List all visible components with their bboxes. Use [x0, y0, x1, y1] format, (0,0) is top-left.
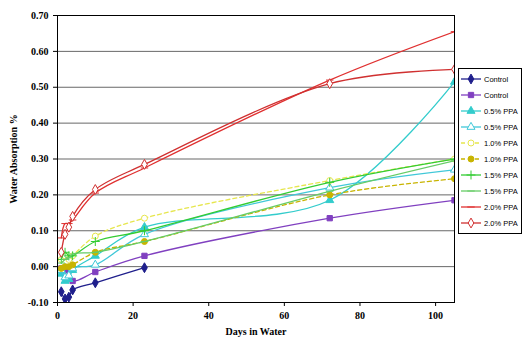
svg-text:100: 100: [428, 310, 443, 321]
html-text:2.0% PPA: 2.0% PPA: [484, 218, 518, 228]
svg-text:Water Absorption %: Water Absorption %: [8, 114, 19, 203]
html-text:1.5% PPA: 1.5% PPA: [484, 170, 518, 180]
html-text:0.5% PPA: 0.5% PPA: [484, 122, 518, 132]
html-text:1.5% PPA: 1.5% PPA: [484, 186, 518, 196]
svg-text:0.30: 0.30: [31, 153, 49, 164]
svg-text:0.00: 0.00: [31, 261, 49, 272]
html-text:Control: Control: [484, 90, 509, 100]
svg-text:60: 60: [279, 310, 289, 321]
html-text:1.0% PPA: 1.0% PPA: [484, 154, 518, 164]
svg-text:0.40: 0.40: [31, 117, 49, 128]
svg-text:40: 40: [204, 310, 214, 321]
svg-text:0.60: 0.60: [31, 46, 49, 57]
svg-text:Days in Water: Days in Water: [226, 326, 287, 337]
svg-text:20: 20: [128, 310, 138, 321]
html-text:2.0% PPA: 2.0% PPA: [484, 202, 518, 212]
svg-text:-0.10: -0.10: [28, 297, 49, 308]
svg-text:0: 0: [55, 310, 60, 321]
html-text:1.0% PPA: 1.0% PPA: [484, 138, 518, 148]
svg-text:0.70: 0.70: [31, 10, 49, 21]
svg-text:80: 80: [355, 310, 365, 321]
svg-text:0.10: 0.10: [31, 225, 49, 236]
svg-text:0.20: 0.20: [31, 189, 49, 200]
html-text:0.5% PPA: 0.5% PPA: [484, 106, 518, 116]
html-text:Control: Control: [484, 74, 509, 84]
svg-text:0.50: 0.50: [31, 81, 49, 92]
